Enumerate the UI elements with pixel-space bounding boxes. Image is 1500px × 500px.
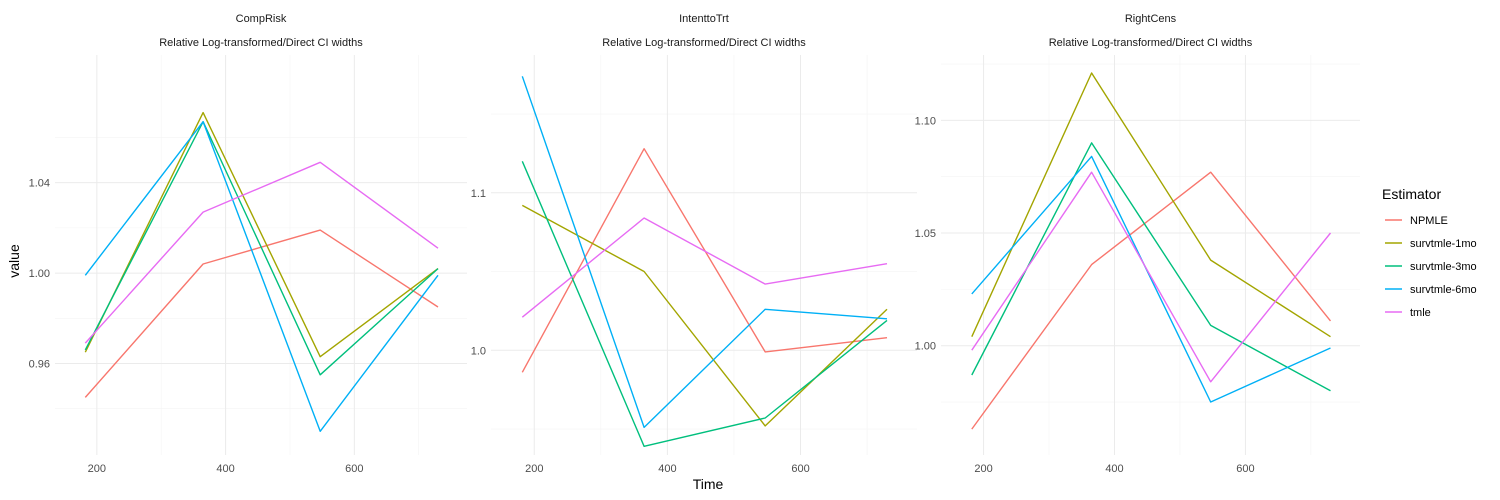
- x-tick-label: 600: [791, 463, 809, 475]
- series-line-npmle: [84, 229, 439, 398]
- series-line-tmle: [84, 161, 439, 344]
- legend-item-survtmle-6mo: survtmle-6mo: [1385, 284, 1477, 296]
- series-line-npmle: [971, 171, 1332, 430]
- legend-item-tmle: tmle: [1385, 307, 1431, 319]
- series-line-survtmle-1mo: [971, 72, 1331, 338]
- x-tick-label: 400: [1105, 463, 1123, 475]
- facet-panel-rightcens: 200 400 600 1.00 1.05 1.10 RightCens Relative L…: [915, 13, 1360, 475]
- legend-item-npmle: NPMLE: [1385, 215, 1448, 227]
- legend-label: survtmle-1mo: [1410, 238, 1477, 250]
- series-line-npmle: [521, 147, 888, 373]
- legend-label: survtmle-3mo: [1410, 261, 1477, 273]
- x-axis-title: Time: [693, 476, 724, 492]
- facet-subtitle: Relative Log-transformed/Direct CI width…: [602, 37, 806, 49]
- x-tick-label: 400: [658, 463, 676, 475]
- y-tick-label: 1.00: [915, 341, 936, 353]
- legend-title: Estimator: [1382, 186, 1441, 202]
- x-tick-label: 200: [88, 463, 106, 475]
- series-line-survtmle-3mo: [971, 142, 1331, 392]
- series-line-survtmle-6mo: [521, 76, 888, 429]
- facet-subtitle: Relative Log-transformed/Direct CI width…: [1049, 37, 1253, 49]
- x-tick-label: 400: [216, 463, 234, 475]
- facet-subtitle: Relative Log-transformed/Direct CI width…: [159, 37, 363, 49]
- legend-label: tmle: [1410, 307, 1431, 319]
- y-tick-label: 1.10: [915, 115, 936, 127]
- facet-panel-intenttotrt: 200 400 600 1.0 1.1 IntenttoTrt Relative Log-t…: [471, 13, 917, 475]
- x-tick-label: 600: [1236, 463, 1254, 475]
- series-line-survtmle-6mo: [971, 155, 1331, 403]
- x-tick-label: 200: [525, 463, 543, 475]
- y-tick-label: 1.00: [29, 268, 50, 280]
- facet-title: CompRisk: [236, 13, 287, 25]
- series-line-tmle: [521, 217, 888, 318]
- y-tick-label: 1.04: [29, 178, 50, 190]
- y-axis-title: value: [6, 244, 22, 278]
- y-tick-label: 1.1: [471, 188, 486, 200]
- y-tick-label: 1.05: [915, 228, 936, 240]
- y-tick-label: 1.0: [471, 345, 486, 357]
- series-line-survtmle-1mo: [521, 204, 888, 427]
- panels-layer: 200 400 600 0.96 1.00 1.04 CompRisk Relative Lo…: [29, 13, 1360, 475]
- series-line-survtmle-3mo: [521, 161, 888, 447]
- legend-item-survtmle-3mo: survtmle-3mo: [1385, 261, 1477, 273]
- x-tick-label: 200: [974, 463, 992, 475]
- facet-title: IntenttoTrt: [679, 13, 729, 25]
- legend-label: survtmle-6mo: [1410, 284, 1477, 296]
- legend-item-survtmle-1mo: survtmle-1mo: [1385, 238, 1477, 250]
- legend: Estimator NPMLE survtmle-1mo survtmle-3mo s…: [1382, 186, 1477, 319]
- y-tick-label: 0.96: [29, 358, 50, 370]
- legend-label: NPMLE: [1410, 215, 1448, 227]
- series-line-tmle: [971, 171, 1332, 383]
- x-tick-label: 600: [345, 463, 363, 475]
- series-line-survtmle-1mo: [84, 111, 439, 358]
- series-line-survtmle-3mo: [84, 120, 439, 376]
- facet-title: RightCens: [1125, 13, 1177, 25]
- facet-panel-comprisk: 200 400 600 0.96 1.00 1.04 CompRisk Relative Lo…: [29, 13, 467, 475]
- series-line-survtmle-6mo: [84, 120, 439, 432]
